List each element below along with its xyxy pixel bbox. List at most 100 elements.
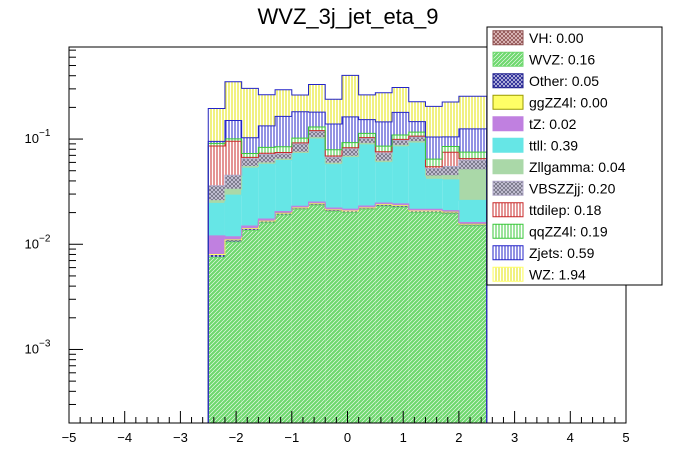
bar-series-4-bin-15 bbox=[458, 222, 487, 225]
x-tick-label: 1 bbox=[400, 430, 407, 445]
bar-series-11-bin-1 bbox=[224, 81, 242, 121]
bar-series-9-bin-14 bbox=[442, 146, 459, 153]
bar-series-2-bin-0 bbox=[208, 254, 225, 258]
legend-swatch bbox=[492, 73, 524, 89]
bar-series-5-bin-0 bbox=[208, 203, 225, 236]
bar-series-1-bin-14 bbox=[442, 213, 459, 423]
bar-series-10-bin-4 bbox=[275, 116, 292, 147]
bar-series-10-bin-11 bbox=[392, 112, 409, 136]
series-6 bbox=[208, 137, 487, 204]
legend-entry-label: ttll: 0.39 bbox=[529, 137, 578, 153]
bar-series-4-bin-6 bbox=[308, 202, 326, 204]
bar-series-4-bin-2 bbox=[241, 226, 259, 229]
bar-series-2-bin-7 bbox=[325, 209, 342, 212]
bar-series-2-bin-11 bbox=[392, 205, 409, 208]
bar-series-1-bin-6 bbox=[308, 205, 326, 423]
bar-series-5-bin-11 bbox=[392, 146, 409, 204]
series-9 bbox=[208, 127, 487, 167]
legend-entry-label: VBSZZjj: 0.20 bbox=[529, 180, 616, 196]
bar-series-6-bin-13 bbox=[425, 176, 443, 180]
bar-series-6-bin-5 bbox=[291, 152, 309, 154]
bar-series-9-bin-1 bbox=[224, 138, 242, 142]
bar-series-5-bin-7 bbox=[325, 164, 342, 209]
bar-series-5-bin-5 bbox=[291, 153, 309, 207]
bar-series-10-bin-8 bbox=[341, 116, 359, 143]
bar-series-1-bin-7 bbox=[325, 211, 342, 423]
legend-entry-label: ttdilep: 0.18 bbox=[529, 202, 602, 218]
bar-series-2-bin-6 bbox=[308, 203, 326, 206]
bar-series-7-bin-3 bbox=[258, 154, 276, 163]
series-1 bbox=[208, 205, 487, 423]
bar-series-2-bin-12 bbox=[408, 211, 426, 213]
bar-series-9-bin-0 bbox=[208, 143, 225, 146]
bar-series-6-bin-0 bbox=[208, 200, 225, 204]
bar-series-5-bin-4 bbox=[275, 160, 292, 212]
y-tick-exponent: −3 bbox=[39, 338, 51, 349]
bar-series-9-bin-13 bbox=[425, 159, 443, 167]
y-tick-label: 10 bbox=[25, 236, 39, 251]
bar-series-1-bin-12 bbox=[408, 212, 426, 423]
bar-series-1-bin-13 bbox=[425, 212, 443, 423]
bar-series-9-bin-10 bbox=[375, 146, 393, 152]
bar-series-10-bin-9 bbox=[358, 119, 376, 134]
bar-series-11-bin-15 bbox=[458, 96, 487, 129]
bar-series-11-bin-2 bbox=[241, 88, 259, 138]
bar-series-6-bin-4 bbox=[275, 159, 292, 161]
bar-series-5-bin-10 bbox=[375, 162, 393, 203]
bar-series-10-bin-1 bbox=[224, 120, 242, 139]
legend-swatch bbox=[492, 266, 524, 282]
bar-series-2-bin-13 bbox=[425, 211, 443, 213]
legend-swatch bbox=[492, 180, 524, 196]
bar-series-1-bin-1 bbox=[224, 242, 242, 423]
series-outline-4 bbox=[207, 201, 488, 423]
bar-series-8-bin-7 bbox=[325, 155, 342, 158]
bar-series-8-bin-14 bbox=[442, 152, 459, 167]
bar-series-9-bin-5 bbox=[291, 138, 309, 143]
bar-series-8-bin-15 bbox=[458, 158, 487, 161]
bar-series-5-bin-6 bbox=[308, 138, 326, 203]
bar-series-9-bin-12 bbox=[408, 132, 426, 137]
bar-series-11-bin-5 bbox=[291, 95, 309, 112]
bar-series-2-bin-1 bbox=[224, 239, 242, 243]
bar-series-6-bin-10 bbox=[375, 161, 393, 163]
bar-series-2-bin-4 bbox=[275, 213, 292, 215]
bar-series-7-bin-0 bbox=[208, 185, 225, 201]
bar-series-7-bin-10 bbox=[375, 153, 393, 162]
legend-entry-label: Zllgamma: 0.04 bbox=[529, 159, 626, 175]
bar-series-7-bin-14 bbox=[442, 166, 459, 176]
bar-series-8-bin-3 bbox=[258, 153, 276, 155]
bar-series-7-bin-1 bbox=[224, 175, 242, 190]
series-outline-6 bbox=[207, 137, 488, 423]
legend-entry-label: VH: 0.00 bbox=[529, 30, 584, 46]
series-2 bbox=[208, 203, 487, 258]
bar-series-8-bin-4 bbox=[275, 152, 292, 154]
series-11 bbox=[208, 75, 487, 142]
legend-entry-label: ggZZ4l: 0.00 bbox=[529, 94, 608, 110]
bar-series-7-bin-13 bbox=[425, 168, 443, 177]
bar-series-1-bin-3 bbox=[258, 222, 276, 423]
bar-series-10-bin-0 bbox=[208, 141, 225, 144]
series-8 bbox=[208, 130, 487, 186]
bar-series-1-bin-10 bbox=[375, 206, 393, 423]
series-outline-10 bbox=[207, 111, 488, 423]
bar-series-8-bin-8 bbox=[341, 147, 359, 149]
bar-series-5-bin-3 bbox=[258, 164, 276, 219]
legend-swatch bbox=[492, 202, 524, 218]
bar-series-4-bin-13 bbox=[425, 209, 443, 212]
series-10 bbox=[208, 111, 487, 160]
series-outline-9 bbox=[207, 126, 488, 423]
bar-series-4-bin-8 bbox=[341, 209, 359, 212]
bar-series-8-bin-13 bbox=[425, 166, 443, 169]
legend-entry-label: qqZZ4l: 0.19 bbox=[529, 223, 608, 239]
bar-series-6-bin-6 bbox=[308, 137, 326, 139]
bar-series-7-bin-6 bbox=[308, 131, 326, 138]
x-tick-label: −2 bbox=[229, 430, 244, 445]
bar-series-6-bin-11 bbox=[392, 145, 409, 147]
x-tick-label: 4 bbox=[567, 430, 574, 445]
legend-swatch bbox=[492, 51, 524, 67]
bar-series-10-bin-12 bbox=[408, 121, 426, 133]
bar-series-5-bin-15 bbox=[458, 200, 487, 223]
bar-series-9-bin-8 bbox=[341, 142, 359, 148]
x-tick-label: −4 bbox=[117, 430, 132, 445]
